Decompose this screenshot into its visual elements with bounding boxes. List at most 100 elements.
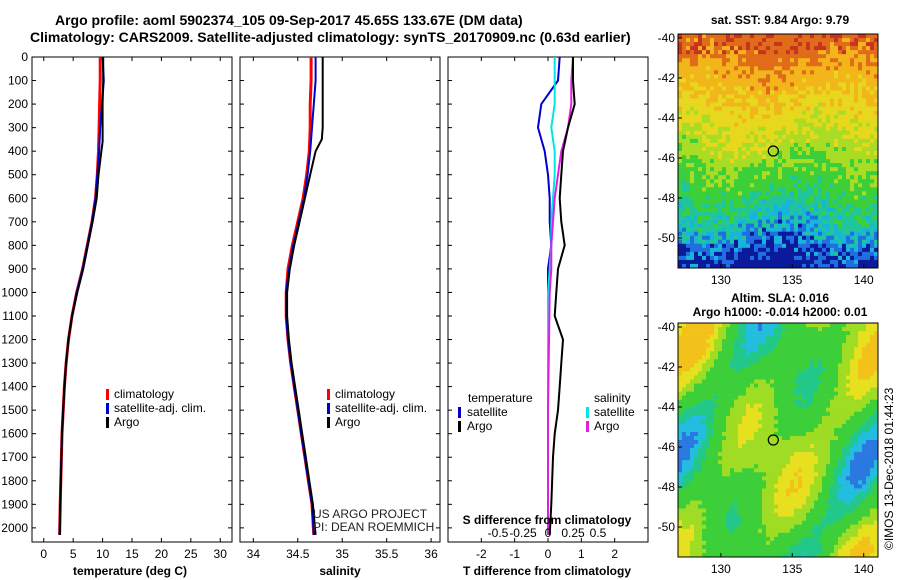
sst-map-cell — [830, 163, 835, 168]
sst-map-cell — [782, 187, 787, 192]
sst-map-cell — [686, 179, 691, 184]
sst-map-cell — [746, 207, 751, 212]
sst-map-cell — [682, 82, 687, 87]
sst-map-cell — [762, 146, 767, 152]
sst-map-cell — [810, 54, 815, 59]
sla-map-cell — [742, 403, 747, 409]
sst-map-cell — [770, 155, 775, 160]
sla-map-cell — [762, 371, 767, 376]
sla-map-cell — [802, 343, 807, 348]
sst-map-cell — [762, 155, 767, 160]
sst-map-cell — [758, 98, 763, 103]
sst-map-cell — [694, 207, 699, 212]
sla-map-cell — [802, 435, 807, 441]
sla-map-cell — [758, 343, 763, 348]
sst-map-cell — [722, 223, 727, 228]
sst-map-cell — [806, 175, 811, 180]
sla-map-cell — [822, 460, 827, 465]
sst-map-cell — [750, 146, 755, 152]
sst-map-cell — [826, 263, 831, 268]
sst-map-cell — [822, 134, 827, 140]
sst-map-cell — [822, 34, 827, 39]
sst-map-cell — [822, 38, 827, 43]
sst-map-cell — [722, 255, 727, 261]
sst-map-cell — [810, 247, 815, 253]
sst-map-cell — [678, 215, 683, 220]
sla-map-cell — [750, 403, 755, 409]
sla-map-cell — [750, 327, 755, 332]
sst-map-cell — [874, 114, 878, 120]
sla-map-cell — [802, 403, 807, 409]
sst-map-cell — [754, 151, 759, 156]
sla-map-cell — [762, 391, 767, 396]
sst-map-cell — [874, 235, 878, 241]
sst-map-cell — [806, 247, 811, 253]
sst-map-cell — [834, 66, 839, 71]
sla-map-cell — [694, 335, 699, 340]
sla-map-cell — [762, 415, 767, 421]
sla-map-cell — [746, 355, 751, 360]
sst-map-cell — [770, 243, 775, 249]
sla-map-cell — [714, 411, 719, 417]
sla-map-cell — [778, 343, 783, 348]
sla-map-cell — [770, 452, 775, 457]
sla-map-cell — [838, 347, 843, 352]
sst-map-cell — [830, 146, 835, 152]
sst-map-cell — [774, 163, 779, 168]
sst-map-cell — [798, 138, 803, 144]
sla-map-cell — [798, 383, 803, 388]
sla-map-cell — [870, 431, 875, 437]
sst-map-cell — [834, 187, 839, 192]
sla-map-cell — [866, 355, 871, 360]
sst-map-cell — [790, 62, 795, 67]
sla-map-cell — [710, 431, 715, 437]
sst-map-cell — [750, 263, 755, 268]
sla-map-cell — [690, 399, 695, 404]
sst-map-cell — [870, 243, 875, 249]
sla-map-cell — [818, 407, 823, 413]
sla-map-cell — [870, 383, 875, 388]
sst-map-cell — [750, 203, 755, 208]
sst-map-cell — [702, 62, 707, 67]
sst-map-cell — [794, 203, 799, 208]
sla-map-cell — [806, 431, 811, 437]
sla-map-cell — [798, 444, 803, 449]
sst-map-cell — [838, 231, 843, 237]
sla-map-cell — [702, 339, 707, 344]
sst-map-cell — [842, 175, 847, 180]
depth-tick-label: 1800 — [1, 474, 28, 488]
sst-map-cell — [790, 86, 795, 91]
sst-map-cell — [818, 110, 823, 115]
sst-map-cell — [686, 191, 691, 196]
sla-map-cell — [782, 407, 787, 413]
sst-map-cell — [766, 211, 771, 216]
sst-map-cell — [698, 163, 703, 168]
sla-map-cell — [742, 411, 747, 417]
sst-map-cell — [798, 151, 803, 156]
sst-map-cell — [722, 134, 727, 140]
sst-map-cell — [706, 98, 711, 103]
sst-map-cell — [802, 62, 807, 67]
sst-map-cell — [826, 86, 831, 91]
sla-map-cell — [830, 347, 835, 352]
sla-map-cell — [682, 375, 687, 380]
sst-map-cell — [706, 251, 711, 257]
sla-map-cell — [826, 323, 831, 328]
sla-map-cell — [726, 355, 731, 360]
sla-map-cell — [742, 452, 747, 457]
sst-map-cell — [762, 263, 767, 268]
sst-map-ytick-label: -44 — [658, 111, 676, 125]
sst-map-cell — [870, 110, 875, 115]
sst-map-cell — [770, 102, 775, 107]
sst-map-cell — [778, 195, 783, 200]
sla-map-cell — [834, 464, 839, 469]
sst-map-cell — [838, 98, 843, 103]
sla-map-cell — [730, 415, 735, 421]
sla-map-cell — [714, 407, 719, 413]
sst-map-cell — [846, 142, 851, 148]
sla-map-cell — [698, 419, 703, 425]
sla-map-cell — [686, 427, 691, 433]
sst-map-cell — [678, 155, 683, 160]
sst-map-cell — [726, 231, 731, 237]
sst-map-cell — [734, 195, 739, 200]
